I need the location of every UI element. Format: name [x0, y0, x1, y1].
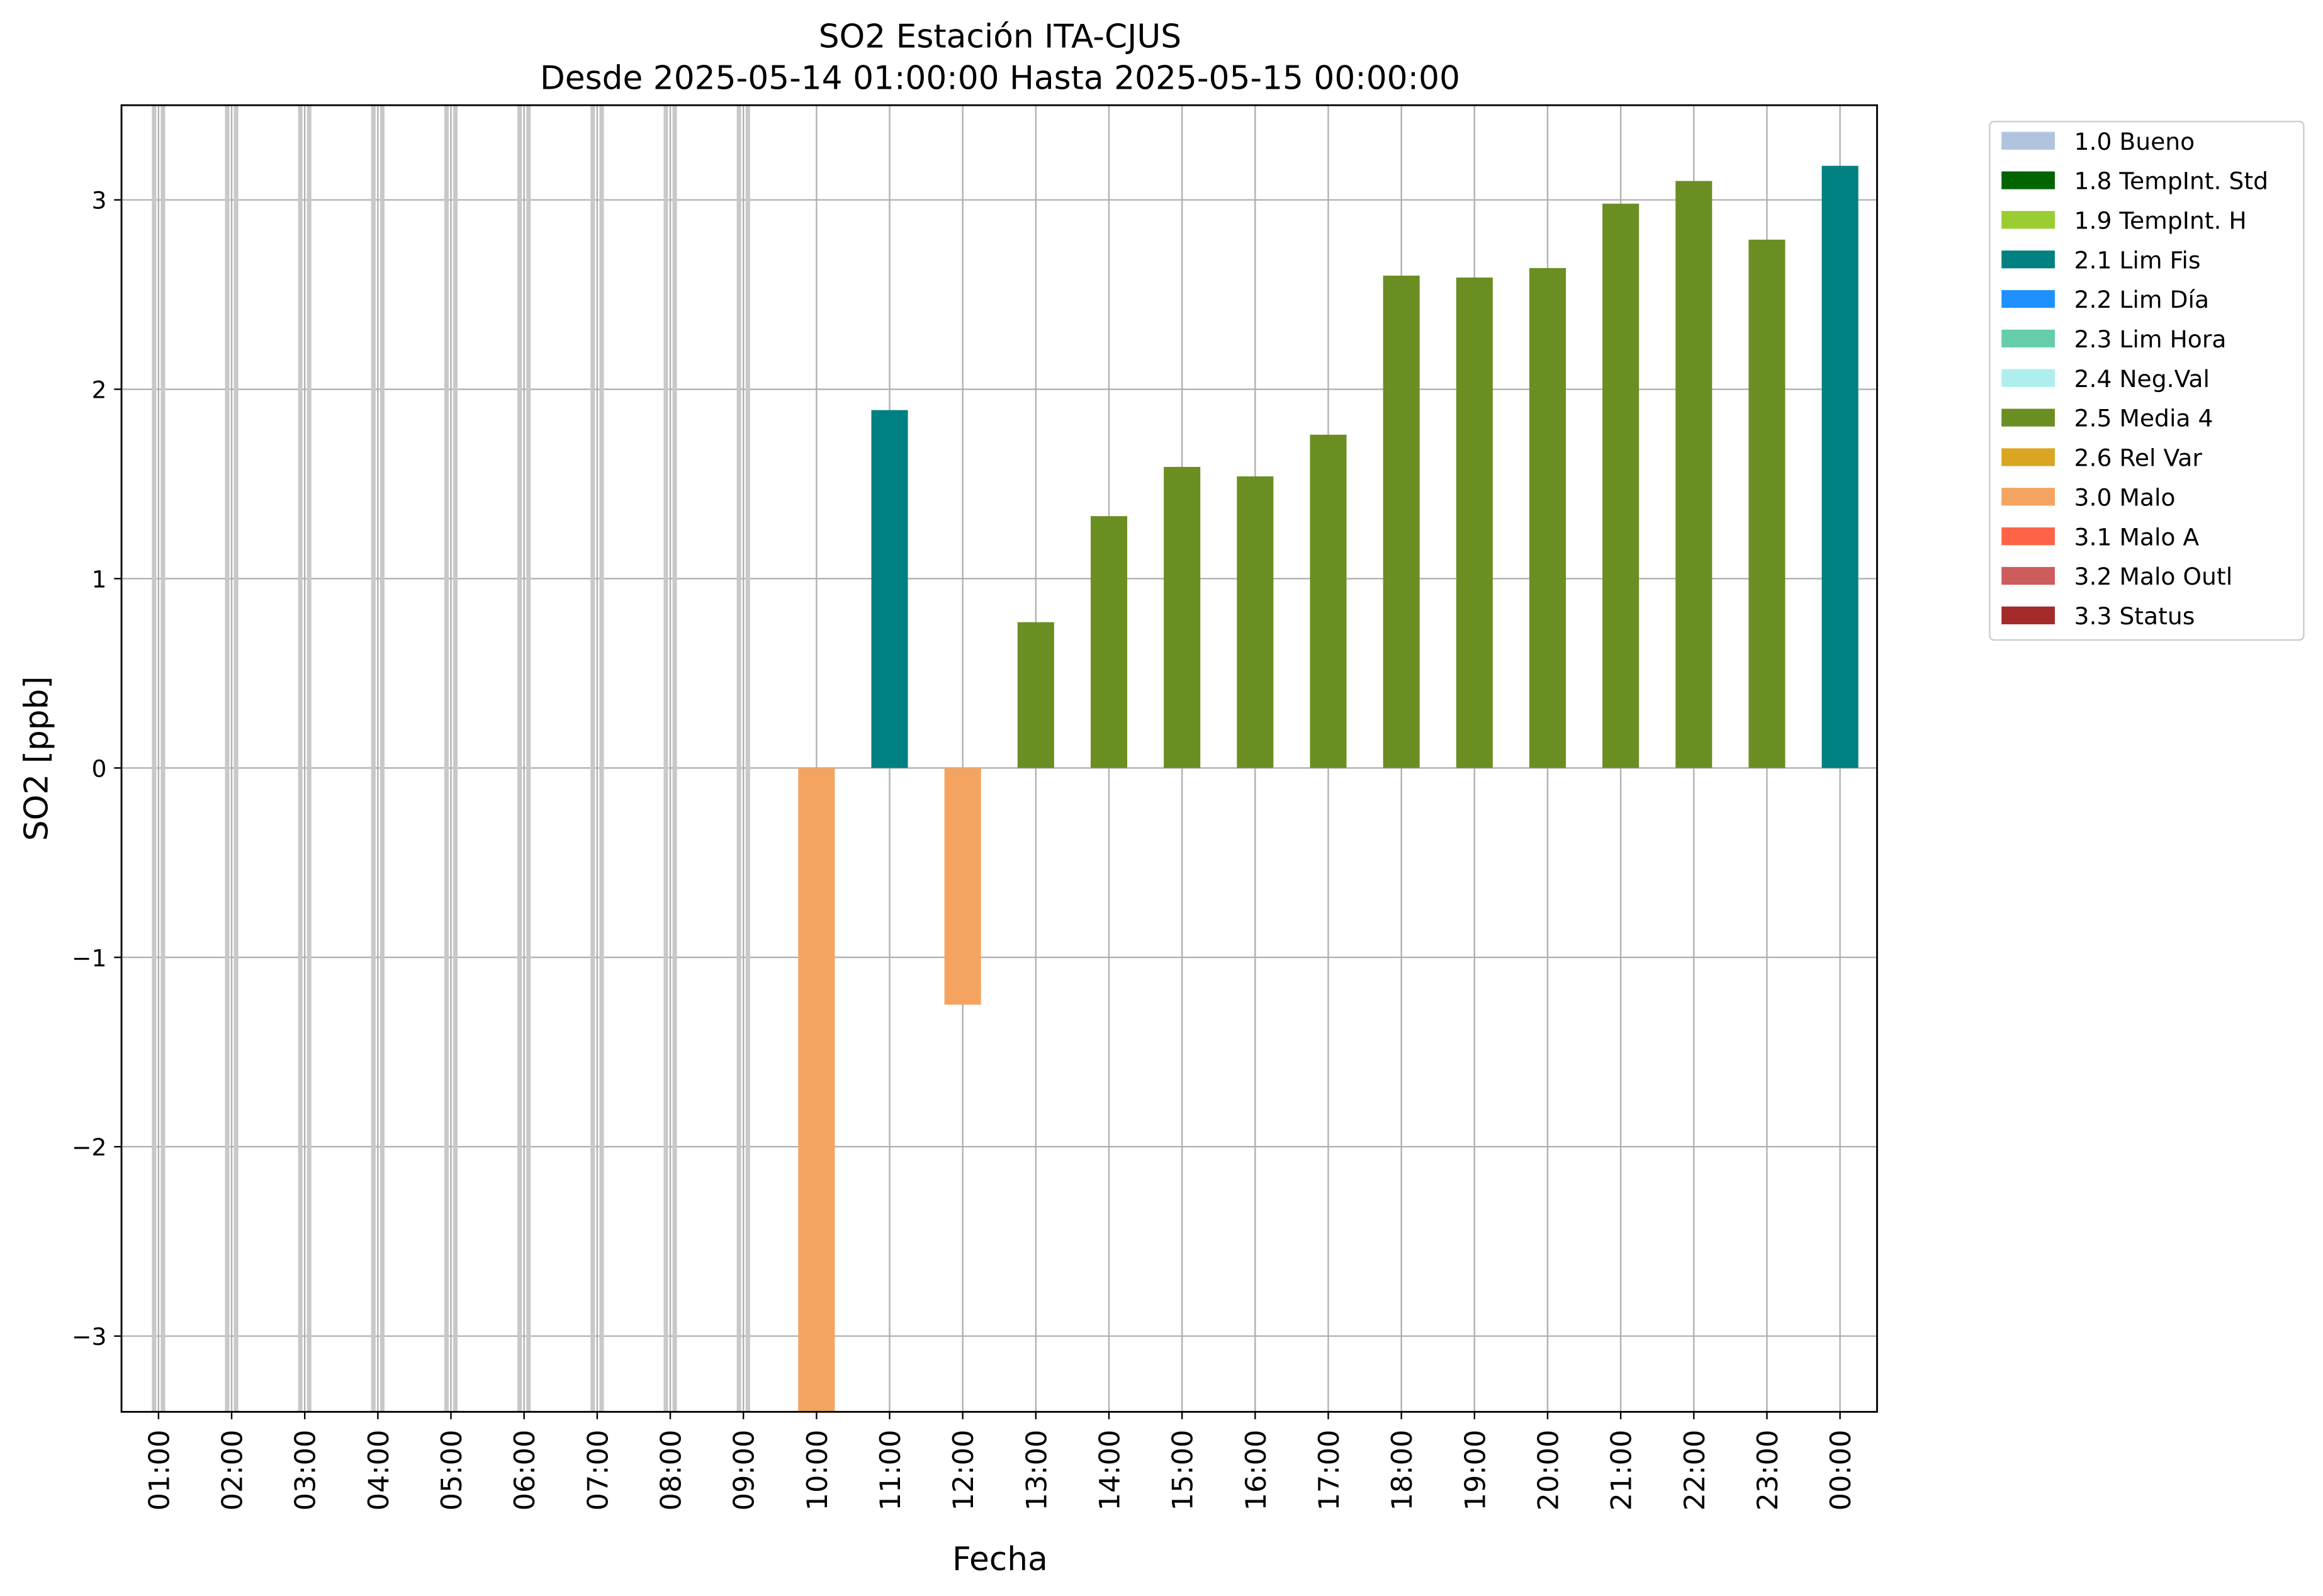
- x-tick-label: 20:00: [1531, 1430, 1565, 1511]
- bar: [1821, 166, 1859, 768]
- legend-label: 2.1 Lim Fis: [2074, 246, 2201, 274]
- x-tick-label: 05:00: [435, 1430, 468, 1511]
- legend-label: 2.4 Neg.Val: [2074, 365, 2210, 393]
- legend-label: 1.0 Bueno: [2074, 128, 2195, 155]
- x-tick-label: 03:00: [289, 1430, 322, 1511]
- x-tick-label: 09:00: [728, 1430, 761, 1511]
- legend-swatch: [2001, 606, 2055, 624]
- x-tick-label: 00:00: [1824, 1430, 1857, 1511]
- legend-label: 3.3 Status: [2074, 602, 2195, 630]
- legend-label: 2.3 Lim Hora: [2074, 325, 2227, 353]
- legend-swatch: [2001, 408, 2055, 427]
- legend-swatch: [2001, 250, 2055, 269]
- x-axis-label: Fecha: [952, 1541, 1048, 1578]
- legend-swatch: [2001, 289, 2055, 308]
- legend-swatch: [2001, 527, 2055, 546]
- plot-area: [121, 105, 1877, 1412]
- x-tick-label: 19:00: [1458, 1430, 1492, 1511]
- bar: [1675, 181, 1713, 768]
- y-tick-label: 1: [92, 566, 107, 593]
- legend-swatch: [2001, 369, 2055, 387]
- legend-swatch: [2001, 448, 2055, 466]
- legend-swatch: [2001, 566, 2055, 585]
- x-tick-label: 12:00: [947, 1430, 980, 1511]
- x-tick-label: 13:00: [1020, 1430, 1053, 1511]
- y-axis-label: SO2 [ppb]: [18, 676, 55, 841]
- chart-subtitle: Desde 2025-05-14 01:00:00 Hasta 2025-05-…: [540, 59, 1460, 97]
- x-tick-label: 18:00: [1385, 1430, 1419, 1511]
- bar: [1456, 277, 1493, 768]
- x-tick-label: 02:00: [216, 1430, 249, 1511]
- x-tick-label: 17:00: [1312, 1430, 1346, 1511]
- y-tick-label: 0: [92, 755, 107, 782]
- axes-frame: [120, 104, 1878, 1413]
- bar: [1164, 466, 1201, 768]
- y-tick-label: 2: [92, 376, 107, 404]
- x-tick-label: 15:00: [1166, 1430, 1200, 1511]
- bar: [1310, 434, 1347, 768]
- legend: 1.0 Bueno 1.8 TempInt. Std 1.9 TempInt. H 2…: [1989, 120, 2305, 641]
- x-tick-label: 01:00: [142, 1430, 176, 1511]
- bar: [944, 768, 981, 1005]
- chart-title: SO2 Estación ITA-CJUS: [819, 18, 1181, 55]
- bar: [1383, 275, 1420, 768]
- x-tick-label: 07:00: [581, 1430, 614, 1511]
- legend-swatch: [2001, 329, 2055, 348]
- legend-label: 1.8 TempInt. Std: [2074, 167, 2268, 195]
- bar: [1090, 516, 1128, 768]
- legend-label: 3.0 Malo: [2074, 483, 2176, 511]
- y-tick-label: −1: [72, 944, 107, 972]
- legend-swatch: [2001, 171, 2055, 189]
- legend-swatch: [2001, 132, 2055, 150]
- x-tick-label: 06:00: [508, 1430, 541, 1511]
- bar: [798, 768, 835, 1412]
- bar: [1017, 622, 1054, 768]
- x-tick-label: 04:00: [362, 1430, 395, 1511]
- x-tick-label: 16:00: [1239, 1430, 1273, 1511]
- x-tick-label: 14:00: [1093, 1430, 1126, 1511]
- axes: −3 −2 −1 0 1 2 3 01:00 02:00 03:00 04:00 05:00 06:00…: [72, 104, 1878, 1511]
- legend-label: 2.5 Media 4: [2074, 405, 2213, 432]
- bar: [1237, 476, 1274, 768]
- legend-label: 3.2 Malo Outl: [2074, 563, 2233, 590]
- bar: [1529, 267, 1566, 768]
- legend-label: 3.1 Malo A: [2074, 523, 2200, 551]
- y-tick-label: −3: [72, 1323, 107, 1351]
- y-tick-label: 3: [92, 187, 107, 215]
- legend-swatch: [2001, 488, 2055, 506]
- legend-label: 2.6 Rel Var: [2074, 444, 2203, 472]
- x-tick-label: 23:00: [1751, 1430, 1784, 1511]
- legend-swatch: [2001, 211, 2055, 229]
- y-tick-label: −2: [72, 1133, 107, 1161]
- bar: [1602, 203, 1640, 768]
- bar: [871, 410, 908, 768]
- x-tick-label: 21:00: [1605, 1430, 1638, 1511]
- x-tick-label: 08:00: [654, 1430, 687, 1511]
- x-tick-label: 22:00: [1678, 1430, 1711, 1511]
- x-tick-label: 11:00: [874, 1430, 907, 1511]
- legend-label: 2.2 Lim Día: [2074, 286, 2209, 313]
- legend-label: 1.9 TempInt. H: [2074, 206, 2247, 234]
- bar: [1748, 239, 1786, 768]
- legend-frame: [1989, 120, 2305, 641]
- x-tick-label: 10:00: [801, 1430, 834, 1511]
